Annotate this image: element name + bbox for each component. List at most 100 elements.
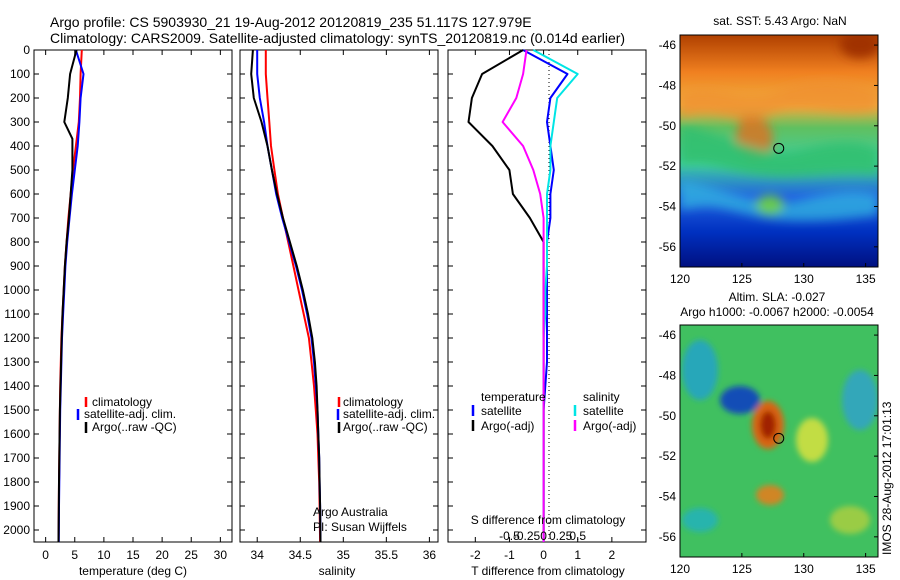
sla-map-subtitle: Argo h1000: -0.0067 h2000: -0.0054: [680, 305, 874, 319]
x-tick-label: 10: [97, 548, 111, 562]
secondary-tick-label: -0.25: [513, 529, 541, 543]
x-tick-label: 34.5: [289, 548, 313, 562]
y-tick-label: 700: [10, 211, 30, 225]
salinity-legend: climatology satellite-adj. clim. Argo(..…: [336, 395, 435, 434]
x-tick-label: 5: [71, 548, 78, 562]
legend-climatology-label: climatology: [343, 395, 403, 409]
salinity-panel: 34 34.5 35 35.5 36 climatology satellite-adj…: [239, 49, 439, 578]
sst-map: sat. SST: 5.43 Argo: NaN 120 125 130 135 -46…: [659, 14, 879, 286]
sst-field: [680, 35, 878, 267]
legend-temperature-heading: temperature: [481, 390, 546, 404]
x-tick-label: 20: [155, 548, 169, 562]
x-tick-label: 0: [540, 548, 547, 562]
sla-map-axes: 120 125 130 135 -46 -48 -50 -52 -54 -56: [659, 328, 878, 576]
series-line: [250, 49, 322, 543]
sst-hot-spot: [840, 35, 878, 58]
sst-features: [680, 35, 878, 221]
legend-satellite-label: satellite-adj. clim.: [343, 407, 435, 421]
sst-map-frame: [679, 34, 879, 268]
secondary-tick-label: 0: [540, 529, 547, 543]
y-tick-label: 1900: [3, 499, 30, 513]
y-tick-label: 200: [10, 91, 30, 105]
temperature-legend: climatology satellite-adj. clim. Argo(..…: [76, 395, 177, 434]
salinity-x-axis: 34 34.5 35 35.5 36: [251, 50, 437, 562]
sla-east-low: [842, 370, 878, 430]
sla-south-low: [682, 508, 718, 532]
y-tick-label: 1300: [3, 355, 30, 369]
secondary-tick-label: 0.25: [549, 529, 573, 543]
difference-profiles: [467, 49, 579, 542]
s-difference-label: S difference from climatology: [471, 513, 626, 527]
y-tick-label: 600: [10, 187, 30, 201]
x-tick-label: 35.5: [375, 548, 399, 562]
sla-map-frame: [679, 324, 879, 558]
y-tick-label: 1200: [3, 331, 30, 345]
map-y-tick-label: -48: [659, 368, 677, 382]
y-tick-label: 0: [23, 43, 30, 57]
map-x-tick-label: 125: [732, 272, 752, 286]
sst-green-band: [680, 125, 878, 177]
map-y-tick-label: -48: [659, 78, 677, 92]
x-tick-label: 25: [185, 548, 199, 562]
map-x-tick-label: 125: [732, 562, 752, 576]
sla-deep-low: [720, 386, 760, 414]
legend-salinity-heading: salinity: [583, 390, 620, 404]
y-tick-label: 800: [10, 235, 30, 249]
salinity-xlabel: salinity: [319, 564, 356, 578]
y-tick-label: 1600: [3, 427, 30, 441]
x-tick-label: 15: [126, 548, 140, 562]
y-tick-label: 1100: [4, 307, 30, 321]
y-tick-label: 100: [10, 67, 30, 81]
map-y-tick-label: -52: [659, 449, 677, 463]
imos-credit: IMOS 28-Aug-2012 17:01:13: [880, 401, 894, 555]
legend-climatology-label: climatology: [92, 395, 152, 409]
sla-high-core: [760, 411, 776, 439]
y-tick-label: 900: [10, 259, 30, 273]
difference-axes: [447, 49, 647, 543]
salinity-y-ticks: [240, 49, 438, 531]
legend-argo-label: Argo(..raw -QC): [343, 420, 428, 434]
map-y-tick-label: -46: [659, 38, 677, 52]
profile-location-marker: [773, 432, 785, 444]
y-tick-label: 1800: [3, 475, 30, 489]
sla-se-patch: [830, 506, 870, 534]
profile-location-marker: [773, 142, 785, 154]
map-y-tick-label: -50: [659, 409, 677, 423]
x-tick-label: 36: [423, 548, 437, 562]
depth-axis: 0 100 200 300 400 500 600 700 800 900 1000 1100 1200…: [3, 43, 232, 537]
sst-map-title: sat. SST: 5.43 Argo: NaN: [713, 14, 846, 28]
salinity-axes: [239, 49, 439, 543]
salinity-profiles: [250, 49, 322, 543]
sla-features: [682, 340, 878, 534]
map-y-tick-label: -56: [659, 530, 677, 544]
difference-y-ticks: [448, 49, 646, 531]
x-tick-label: 30: [214, 548, 228, 562]
y-tick-label: 1700: [3, 451, 30, 465]
sst-warm-band: [680, 80, 878, 120]
map-y-tick-label: -50: [659, 119, 677, 133]
difference-panel: -2 -1 0 1 2 temperature salinity satellite s…: [447, 49, 647, 578]
map-x-tick-label: 130: [794, 562, 814, 576]
map-y-tick-label: -54: [659, 199, 677, 213]
y-tick-label: 1500: [3, 403, 30, 417]
sla-map: Altim. SLA: -0.027 Argo h1000: -0.0067 h…: [659, 290, 879, 576]
x-tick-label: 35: [337, 548, 351, 562]
salinity-difference-ticks: -0.5-0.25 0 0.250.5: [499, 529, 586, 543]
y-tick-label: 2000: [3, 523, 30, 537]
sla-yellow-patch: [796, 418, 828, 462]
temperature-panel: 0100200300400500600700800900100011001200…: [3, 43, 233, 578]
argo-australia-label: Argo Australia: [313, 505, 388, 519]
map-x-tick-label: 135: [856, 562, 876, 576]
legend-satellite-label: satellite-adj. clim.: [84, 407, 176, 421]
y-tick-label: 400: [10, 139, 30, 153]
map-y-tick-label: -54: [659, 489, 677, 503]
sst-cyan-band: [680, 180, 878, 221]
secondary-tick-label: -0.5: [499, 529, 520, 543]
difference-legend: temperature salinity satellite satellite…: [471, 390, 636, 433]
temperature-xlabel: temperature (deg C): [79, 564, 187, 578]
sst-green-eddy: [756, 195, 784, 215]
secondary-tick-label: 0.5: [569, 529, 586, 543]
series-line: [532, 49, 579, 542]
series-line: [57, 49, 78, 543]
